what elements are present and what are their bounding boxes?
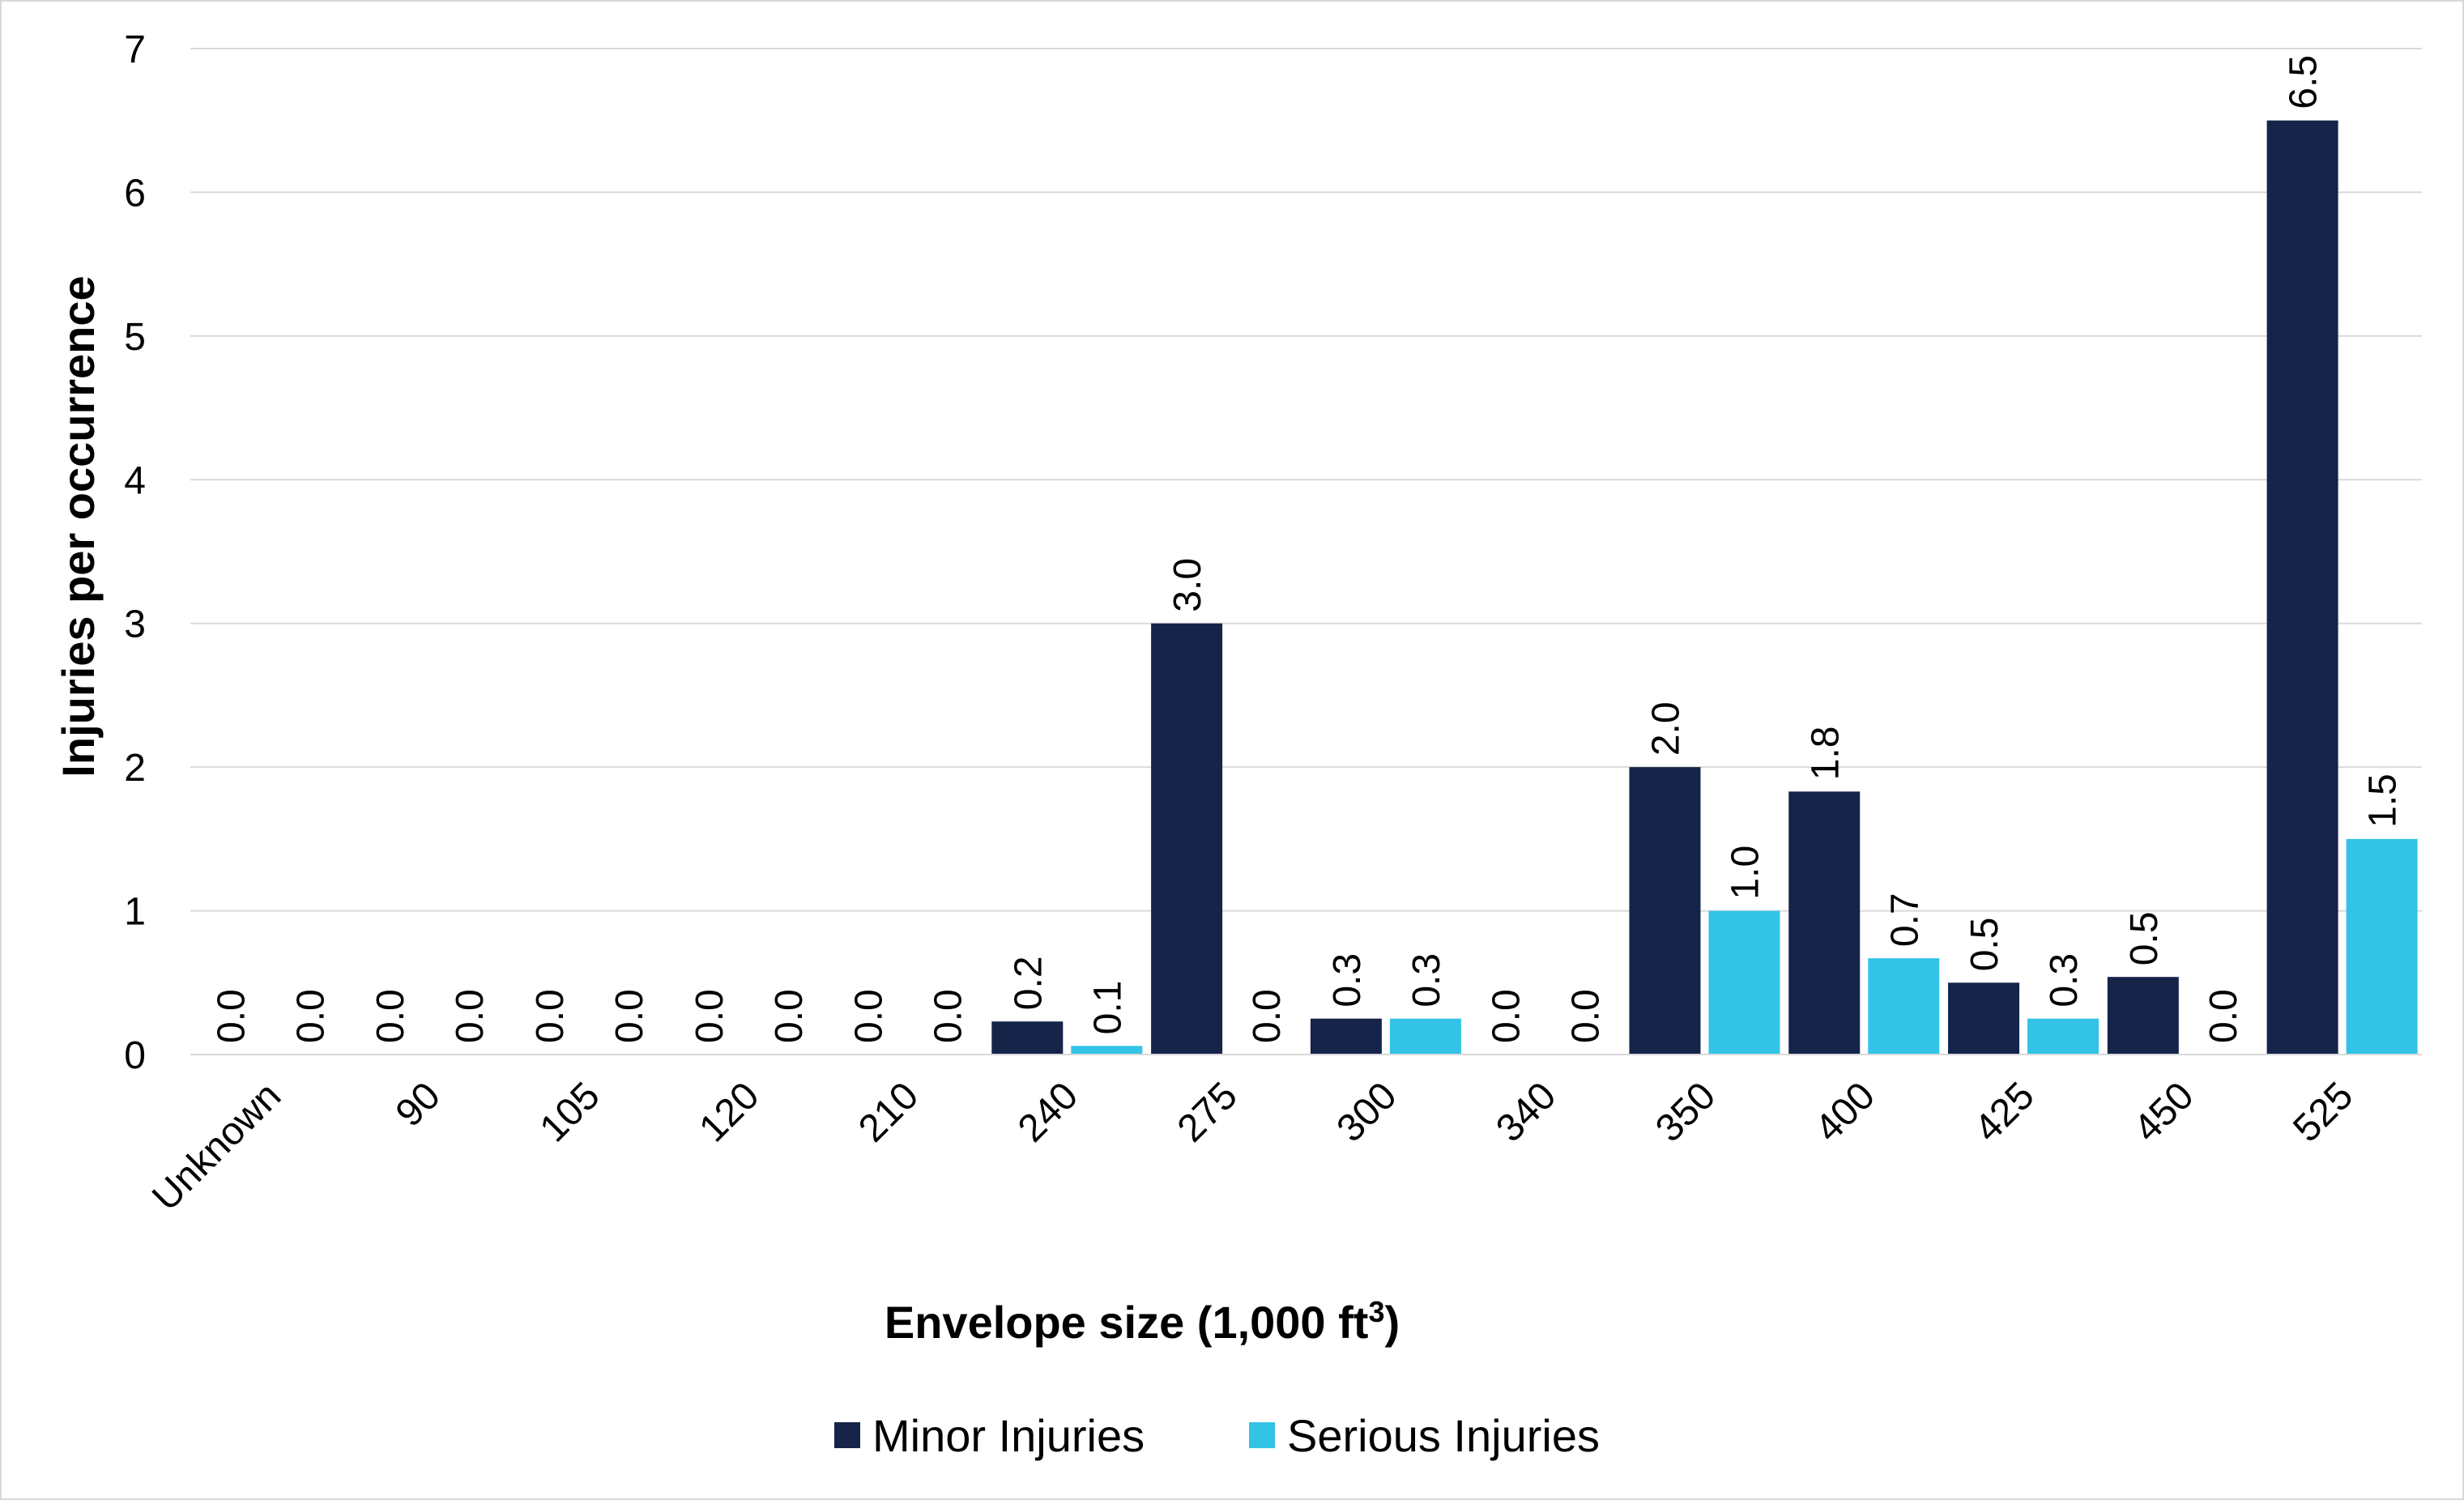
bar-minor-350 — [1629, 767, 1701, 1055]
x-category-label: 90 — [388, 1074, 449, 1135]
bars — [991, 120, 2418, 1055]
data-label-serious-105: 0.0 — [608, 989, 651, 1043]
data-label-serious-400: 0.7 — [1883, 893, 1926, 947]
bar-minor-240 — [991, 1021, 1064, 1055]
bar-serious-400 — [1868, 958, 1940, 1055]
data-label-minor-120: 0.0 — [688, 989, 731, 1043]
y-tick-label: 3 — [124, 603, 146, 646]
data-label-minor-400: 1.8 — [1804, 727, 1847, 781]
x-axis-title-suffix: ) — [1384, 1297, 1400, 1348]
x-category-label: 340 — [1488, 1074, 1564, 1150]
x-axis-title: Envelope size (1,000 ft3) — [885, 1295, 1400, 1348]
data-label-serious-350: 1.0 — [1724, 846, 1767, 900]
bar-minor-425 — [1948, 982, 2020, 1055]
data-label-minor-210: 0.0 — [848, 989, 891, 1043]
data-label-serious-525: 1.5 — [2362, 773, 2405, 828]
data-label-serious-340: 0.0 — [1565, 989, 1608, 1043]
bar-serious-425 — [2027, 1018, 2100, 1055]
legend-label-minor: Minor Injuries — [872, 1410, 1145, 1461]
bar-minor-275 — [1151, 623, 1223, 1055]
y-tick-label: 1 — [124, 891, 146, 934]
bar-serious-240 — [1071, 1046, 1143, 1055]
bar-minor-400 — [1788, 791, 1861, 1055]
data-label-serious-450: 0.0 — [2202, 989, 2245, 1043]
legend-swatch-minor — [834, 1422, 860, 1448]
y-axis-ticks: 0 1 2 3 4 5 6 7 — [124, 28, 146, 1077]
data-label-serious-300: 0.3 — [1405, 953, 1448, 1008]
data-label-minor-525: 6.5 — [2283, 55, 2325, 109]
gridlines — [190, 48, 2422, 912]
x-category-label: 350 — [1648, 1074, 1724, 1150]
data-labels: 0.0 0.0 0.0 0.0 0.0 0.0 0.0 0.0 0.0 0.0 0.2 0.1 3.0 0… — [210, 55, 2404, 1043]
data-label-serious-275: 0.0 — [1246, 989, 1289, 1043]
data-label-minor-350: 2.0 — [1644, 701, 1687, 756]
x-category-label: 210 — [850, 1074, 927, 1150]
x-category-label: 300 — [1329, 1074, 1405, 1150]
data-label-serious-120: 0.0 — [768, 989, 811, 1043]
bar-serious-350 — [1708, 910, 1780, 1055]
x-category-label: 525 — [2285, 1074, 2361, 1150]
bar-minor-450 — [2107, 977, 2179, 1055]
data-label-minor-240: 0.2 — [1007, 956, 1050, 1010]
y-tick-label: 7 — [124, 28, 146, 71]
data-label-minor-275: 3.0 — [1166, 558, 1209, 612]
y-tick-label: 5 — [124, 316, 146, 359]
bar-serious-525 — [2346, 838, 2418, 1055]
x-category-label: 105 — [532, 1074, 608, 1150]
x-category-label: 450 — [2125, 1074, 2202, 1150]
data-label-minor-340: 0.0 — [1486, 989, 1528, 1043]
x-category-label: 400 — [1807, 1074, 1883, 1150]
y-tick-label: 2 — [124, 747, 146, 790]
x-axis-categories: Unknown 90 105 120 210 240 275 300 340 350 400 425 4… — [144, 1074, 2361, 1219]
data-label-minor-450: 0.5 — [2123, 911, 2166, 965]
data-label-serious-240: 0.1 — [1086, 981, 1129, 1035]
x-axis-title-main: Envelope size (1,000 ft — [885, 1297, 1369, 1348]
data-label-minor-105: 0.0 — [529, 989, 572, 1043]
data-label-minor-425: 0.5 — [1963, 918, 2006, 972]
data-label-serious-210: 0.0 — [927, 989, 970, 1043]
x-axis-title-superscript: 3 — [1368, 1295, 1384, 1328]
bar-serious-300 — [1389, 1018, 1461, 1055]
x-category-label: 275 — [1170, 1074, 1246, 1150]
y-tick-label: 0 — [124, 1034, 146, 1077]
bar-minor-300 — [1310, 1018, 1382, 1055]
data-label-serious-425: 0.3 — [2043, 953, 2086, 1008]
data-label-minor-Unknown: 0.0 — [210, 989, 253, 1043]
x-category-label: 425 — [1967, 1074, 2043, 1150]
x-category-label: 240 — [1010, 1074, 1086, 1150]
y-tick-label: 4 — [124, 459, 146, 502]
legend-label-serious: Serious Injuries — [1287, 1410, 1600, 1461]
data-label-minor-90: 0.0 — [369, 989, 412, 1043]
y-axis-title: Injuries per occurrence — [53, 275, 104, 777]
data-label-serious-90: 0.0 — [449, 989, 492, 1043]
data-label-serious-Unknown: 0.0 — [289, 989, 332, 1043]
x-category-label: Unknown — [144, 1074, 289, 1219]
legend-swatch-serious — [1249, 1422, 1275, 1448]
x-category-label: 120 — [691, 1074, 767, 1150]
y-tick-label: 6 — [124, 172, 146, 215]
data-label-minor-300: 0.3 — [1326, 953, 1369, 1008]
bar-minor-525 — [2266, 120, 2338, 1055]
legend: Minor Injuries Serious Injuries — [834, 1410, 1600, 1461]
